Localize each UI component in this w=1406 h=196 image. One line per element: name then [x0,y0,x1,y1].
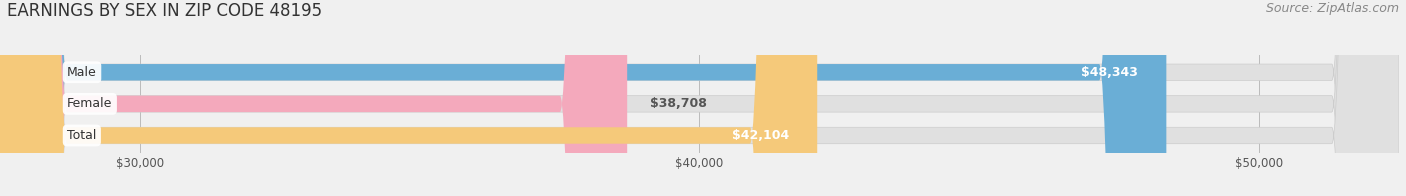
Text: Female: Female [67,97,112,110]
FancyBboxPatch shape [0,0,817,196]
FancyBboxPatch shape [0,0,1167,196]
Text: Male: Male [67,66,97,79]
Text: Total: Total [67,129,97,142]
Text: Source: ZipAtlas.com: Source: ZipAtlas.com [1265,2,1399,15]
Text: $38,708: $38,708 [650,97,706,110]
FancyBboxPatch shape [0,0,627,196]
Text: $48,343: $48,343 [1081,66,1139,79]
Text: $42,104: $42,104 [733,129,789,142]
Text: EARNINGS BY SEX IN ZIP CODE 48195: EARNINGS BY SEX IN ZIP CODE 48195 [7,2,322,20]
